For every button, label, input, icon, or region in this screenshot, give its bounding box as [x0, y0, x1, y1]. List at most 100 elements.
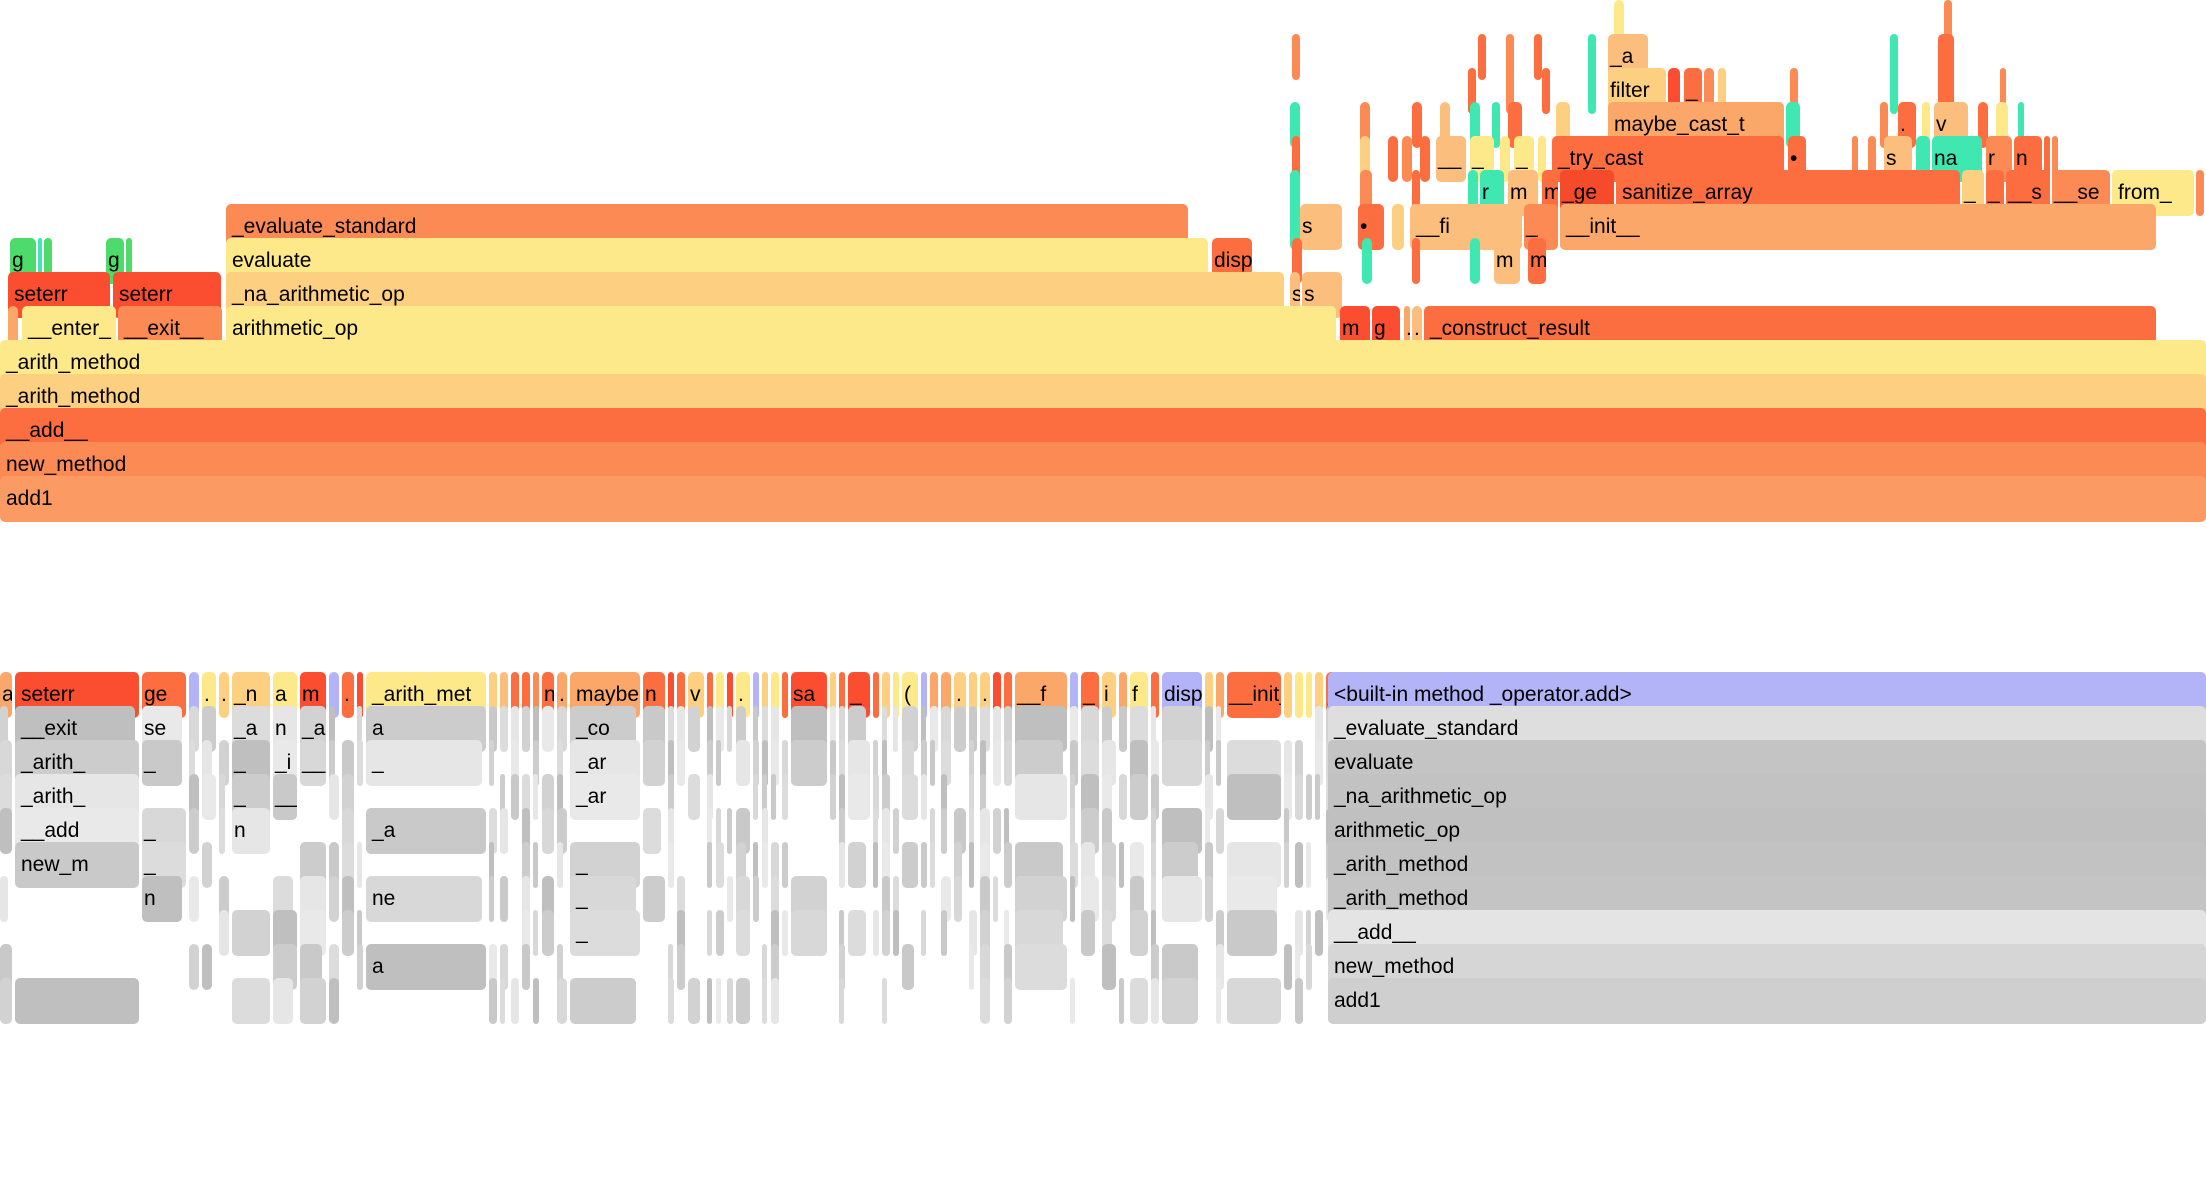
flame-frame[interactable] [1292, 136, 1300, 182]
sandwich-descendant-frame[interactable] [893, 706, 898, 752]
sandwich-descendant-frame[interactable] [736, 706, 746, 752]
flame-frame-[interactable]: __ [1436, 136, 1466, 182]
sandwich-descendant-frame[interactable] [202, 774, 216, 820]
sandwich-descendant-frame[interactable] [1216, 808, 1224, 854]
sandwich-descendant-frame[interactable] [1151, 876, 1156, 922]
sandwich-descendant-frame[interactable] [15, 978, 139, 1024]
sandwich-descendant-frame[interactable] [489, 978, 497, 1024]
sandwich-descendant-frame[interactable] [557, 808, 567, 854]
flame-frame[interactable] [2052, 136, 2058, 182]
sandwich-descendant-frame[interactable] [1315, 706, 1323, 752]
sandwich-descendant-frame[interactable] [533, 774, 538, 820]
sandwich-descendant-frame[interactable] [954, 842, 962, 888]
sandwich-descendant-frame[interactable] [357, 740, 363, 786]
flame-frame[interactable] [1412, 102, 1422, 148]
sandwich-descendant-frame[interactable] [993, 706, 1001, 752]
flame-frame[interactable] [1718, 68, 1726, 114]
sandwich-caller[interactable] [1151, 672, 1159, 718]
sandwich-descendant-frame[interactable] [1081, 910, 1095, 956]
sandwich-descendant-frame[interactable] [830, 706, 836, 752]
sandwich-descendant-frame[interactable] [219, 910, 229, 956]
sandwich-descendant-frame[interactable] [542, 910, 554, 956]
sandwich-caller[interactable] [753, 672, 759, 718]
flame-frame[interactable] [1506, 68, 1514, 114]
sandwich-descendant-frame[interactable] [643, 876, 665, 922]
sandwich-descendant-frame[interactable] [707, 842, 712, 888]
sandwich-descendant-frame[interactable] [329, 774, 339, 820]
sandwich-caller[interactable] [993, 672, 1001, 718]
sandwich-caller[interactable] [1284, 672, 1292, 718]
sandwich-descendant-frame[interactable]: ne [366, 876, 482, 922]
sandwich-descendant-frame[interactable] [882, 910, 890, 956]
flame-frame[interactable] [1392, 204, 1404, 250]
flame-frame[interactable] [1468, 170, 1478, 216]
sandwich-descendant-frame[interactable] [1004, 978, 1012, 1024]
sandwich-caller[interactable] [921, 672, 927, 718]
sandwich-descendant-frame[interactable] [522, 944, 530, 990]
sandwich-descendant-frame[interactable] [882, 978, 887, 1024]
flame-frame[interactable] [1470, 102, 1480, 148]
sandwich-descendant-frame[interactable] [1205, 706, 1213, 752]
sandwich-descendant-frame[interactable] [1004, 706, 1012, 752]
sandwich-descendant-frame[interactable] [1162, 876, 1202, 922]
sandwich-descendant-frame[interactable] [839, 978, 844, 1024]
sandwich-descendant-frame[interactable] [342, 910, 354, 956]
flame-frame-m[interactable]: m [1528, 238, 1546, 284]
sandwich-descendant-frame[interactable] [189, 706, 199, 752]
sandwich-descendant-frame[interactable] [921, 910, 926, 956]
flame-frame[interactable] [1614, 0, 1624, 46]
sandwich-descendant-frame[interactable] [189, 944, 199, 990]
sandwich-descendant-frame[interactable] [771, 706, 779, 752]
flame-frame[interactable] [2000, 68, 2006, 114]
sandwich-descendant-frame[interactable] [782, 740, 788, 786]
sandwich-descendant-frame[interactable] [782, 774, 788, 820]
flame-frame[interactable] [2018, 102, 2024, 148]
sandwich-descendant-frame[interactable] [882, 808, 890, 854]
sandwich-descendant-frame[interactable] [753, 706, 758, 752]
sandwich-caller[interactable] [873, 672, 879, 718]
sandwich-descendant-frame[interactable] [643, 808, 661, 854]
sandwich-descendant-frame[interactable] [677, 910, 685, 956]
sandwich-descendant-frame[interactable] [762, 944, 767, 990]
sandwich-descendant-frame[interactable] [1102, 910, 1112, 956]
sandwich-descendant-frame[interactable] [941, 808, 947, 854]
sandwich-descendant-frame[interactable] [1151, 808, 1156, 854]
sandwich-caller-[interactable]: . [219, 672, 229, 718]
sandwich-descendant-frame[interactable] [716, 842, 724, 888]
sandwich-descendant-frame[interactable] [1151, 706, 1156, 752]
sandwich-descendant-frame[interactable] [1015, 944, 1067, 990]
sandwich-descendant-frame[interactable] [782, 910, 788, 956]
sandwich-descendant-frame[interactable] [500, 876, 508, 922]
sandwich-descendant-frame[interactable] [1070, 842, 1078, 888]
sandwich-caller[interactable] [668, 672, 674, 718]
flame-frame[interactable] [1360, 102, 1370, 148]
sandwich-caller[interactable] [489, 672, 497, 718]
sandwich-descendant-frame[interactable]: n [142, 876, 182, 922]
sandwich-descendant-frame[interactable] [830, 774, 836, 820]
sandwich-descendant-frame[interactable] [522, 706, 530, 752]
sandwich-descendant-frame[interactable] [1295, 842, 1303, 888]
sandwich-descendant-frame[interactable] [762, 808, 768, 854]
sandwich-descendant-frame[interactable] [921, 842, 927, 888]
sandwich-descendant-frame[interactable] [357, 842, 362, 888]
sandwich-descendant-frame[interactable] [688, 978, 700, 1024]
sandwich-descendant-frame[interactable] [489, 876, 494, 922]
sandwich-descendant-frame[interactable] [716, 978, 721, 1024]
flame-frame[interactable] [1506, 34, 1514, 80]
sandwich-descendant-frame[interactable] [542, 706, 554, 752]
sandwich-descendant-frame[interactable] [511, 774, 519, 820]
sandwich-caller[interactable] [189, 672, 199, 718]
sandwich-descendant-frame[interactable] [873, 910, 879, 956]
sandwich-caller[interactable] [677, 672, 685, 718]
sandwich-caller[interactable] [771, 672, 779, 718]
sandwich-caller-init[interactable]: __init_ [1227, 672, 1281, 718]
sandwich-descendant-frame[interactable] [1306, 774, 1312, 820]
sandwich-caller-[interactable]: . [342, 672, 354, 718]
sandwich-descendant-frame[interactable] [762, 842, 768, 888]
sandwich-descendant-frame[interactable] [762, 706, 768, 752]
flame-frame[interactable] [1468, 68, 1476, 114]
sandwich-descendant-frame[interactable] [0, 978, 12, 1024]
sandwich-descendant-frame[interactable] [762, 740, 768, 786]
sandwich-descendant-frame[interactable] [557, 706, 567, 752]
sandwich-descendant-frame[interactable] [489, 706, 497, 752]
